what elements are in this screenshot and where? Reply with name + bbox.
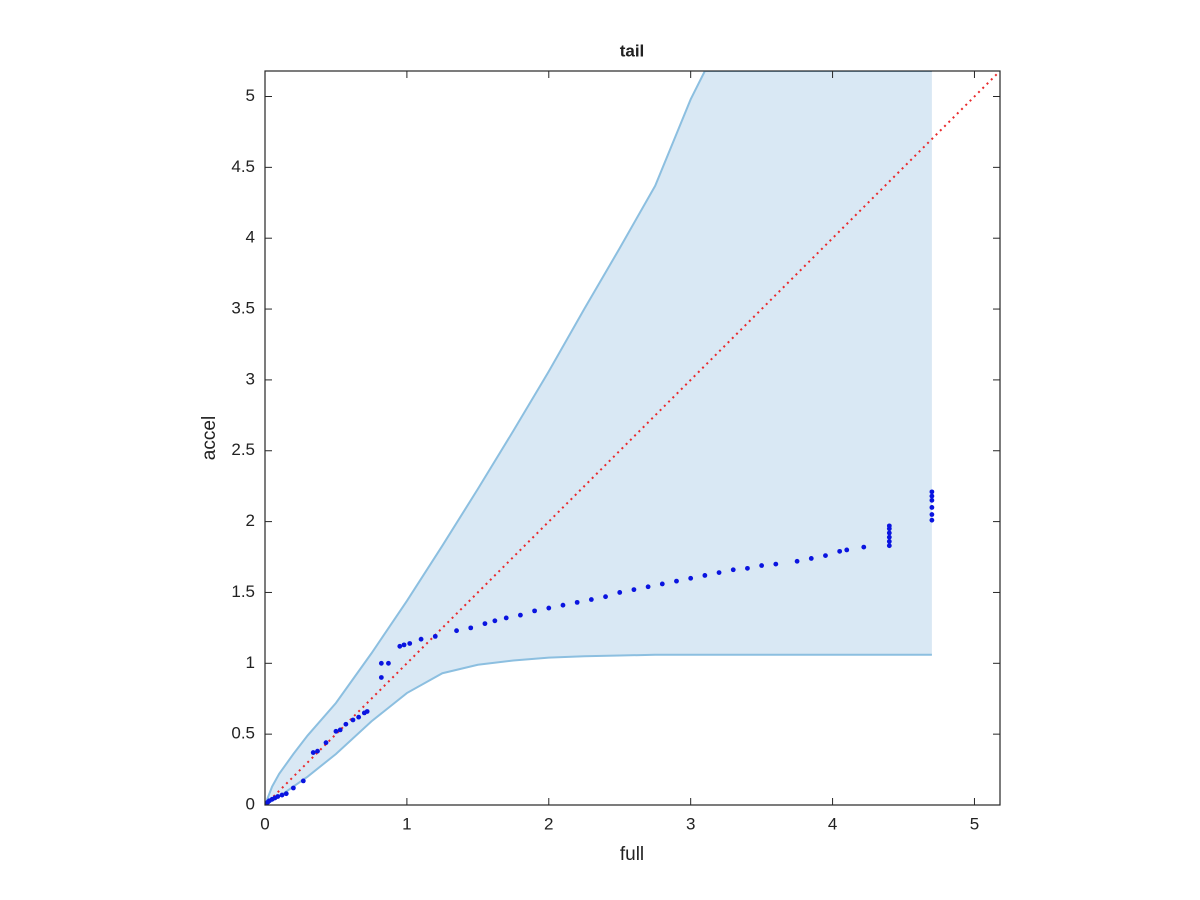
scatter-point [492,618,498,624]
scatter-point [886,523,892,529]
x-tick-label: 5 [970,814,979,833]
scatter-point [617,590,623,595]
scatter-point [378,660,384,666]
scatter-point [674,578,679,584]
band-area [265,71,932,805]
y-tick-label: 1.5 [231,582,255,601]
scatter-point [401,642,407,648]
scatter-point [823,553,828,559]
scatter-point [759,563,765,568]
x-tick-label: 1 [402,814,411,833]
scatter-point [631,587,637,593]
scatter-point [300,778,306,784]
scatter-point [588,597,594,602]
scatter-point [350,717,356,723]
scatter-point [454,628,459,634]
y-tick-label: 2.5 [231,440,255,459]
scatter-point [886,543,892,549]
y-tick-label: 3.5 [231,299,255,318]
scatter-point [603,594,608,600]
x-tick-label: 4 [828,814,837,833]
scatter-point [275,794,281,799]
y-tick-label: 4 [246,228,255,247]
scatter-point [929,505,935,510]
scatter-point [844,547,850,553]
scatter-point [356,714,362,720]
plot-area [265,71,1000,805]
scatter-point [279,792,285,798]
y-tick-label: 5 [246,86,255,105]
scatter-point [283,791,289,797]
scatter-point [315,748,320,754]
y-tick-label: 1 [246,653,255,672]
scatter-point [418,636,424,642]
scatter-point [333,728,339,734]
scatter-point [337,727,343,733]
y-tick-label: 0 [246,794,255,813]
scatter-point [861,544,867,550]
scatter-point [730,567,736,573]
scatter-point [645,584,651,590]
scatter-point [773,561,779,567]
scatter-point [518,612,523,618]
chart-title: tail [620,41,645,60]
scatter-point [702,573,708,578]
scatter-point [929,493,935,499]
x-tick-label: 0 [260,814,269,833]
scatter-point [407,641,413,646]
scatter-point [378,675,384,680]
scatter-point [343,721,349,727]
y-tick-label: 0.5 [231,724,255,743]
axes-box [264,70,1001,806]
scatter-point [886,534,892,540]
scatter-point [929,489,935,495]
x-axis-label: full [620,844,644,865]
scatter-point [929,517,935,523]
scatter-point [929,497,935,503]
scatter-point [745,565,750,571]
scatter-point [503,615,509,621]
scatter-point [468,625,474,631]
y-axis-label: accel [199,416,220,460]
y-tick-label: 2 [246,511,255,530]
scatter-point [386,660,391,666]
scatter-point [532,608,537,614]
scatter-point [886,530,892,536]
scatter-point [323,740,329,746]
x-tick-label: 2 [544,814,553,833]
scatter-point [929,512,935,517]
scatter-point [310,750,316,755]
scatter-point [837,548,843,554]
scatter-point [886,539,892,544]
scatter-point [432,633,438,639]
scatter-point [482,621,488,627]
scatter-point [546,605,552,611]
scatter-point [560,602,566,608]
scatter-point [290,785,296,791]
scatter-point [808,556,814,561]
y-tick-label: 4.5 [231,157,255,176]
scatter-point [716,570,722,576]
scatter-point [794,558,800,564]
scatter-point [659,581,665,587]
y-tick-label: 3 [246,369,255,388]
reference-line [265,71,1000,805]
scatter-point [397,643,403,649]
scatter-point [364,709,370,714]
x-tick-label: 3 [686,814,695,833]
scatter-point [688,575,694,581]
band-upper-line [265,71,932,805]
scatter-point [574,599,580,605]
